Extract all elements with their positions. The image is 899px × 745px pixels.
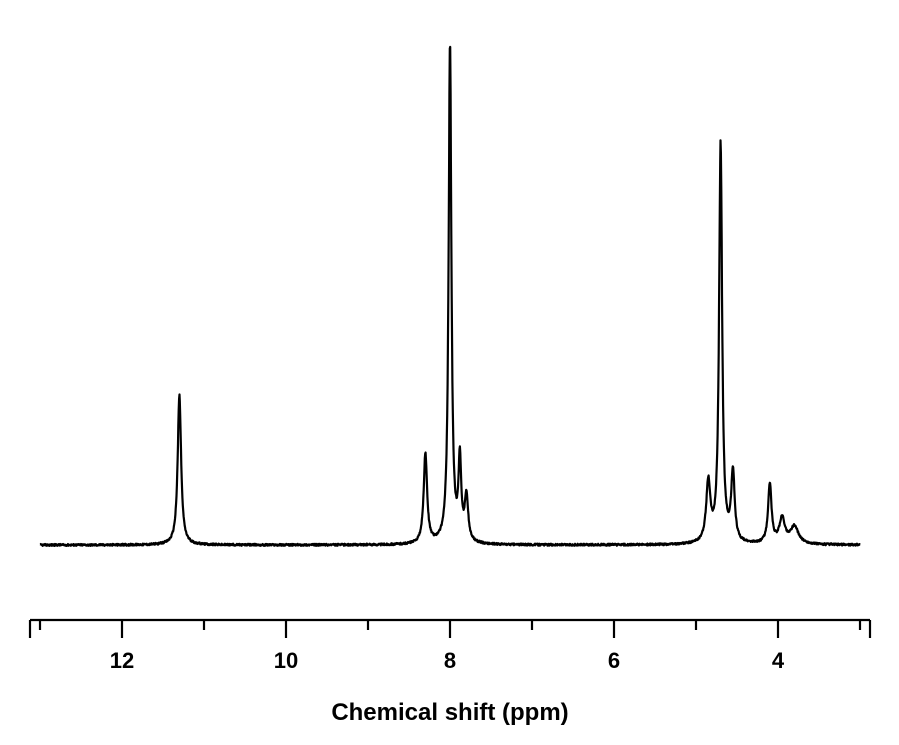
plot-area bbox=[40, 47, 860, 546]
x-axis-label: Chemical shift (ppm) bbox=[331, 699, 568, 726]
nmr-spectrum-chart: 12 10 8 6 4 Chemical shift (ppm) bbox=[0, 0, 899, 745]
spectrum-svg: 12 10 8 6 4 Chemical shift (ppm) bbox=[0, 0, 899, 745]
x-axis: 12 10 8 6 4 bbox=[30, 620, 870, 673]
x-tick-label: 12 bbox=[110, 648, 134, 673]
x-tick-label: 10 bbox=[274, 648, 298, 673]
x-tick-label: 4 bbox=[772, 648, 785, 673]
spectrum-trace bbox=[40, 47, 860, 546]
x-tick-label: 8 bbox=[444, 648, 456, 673]
x-tick-label: 6 bbox=[608, 648, 620, 673]
